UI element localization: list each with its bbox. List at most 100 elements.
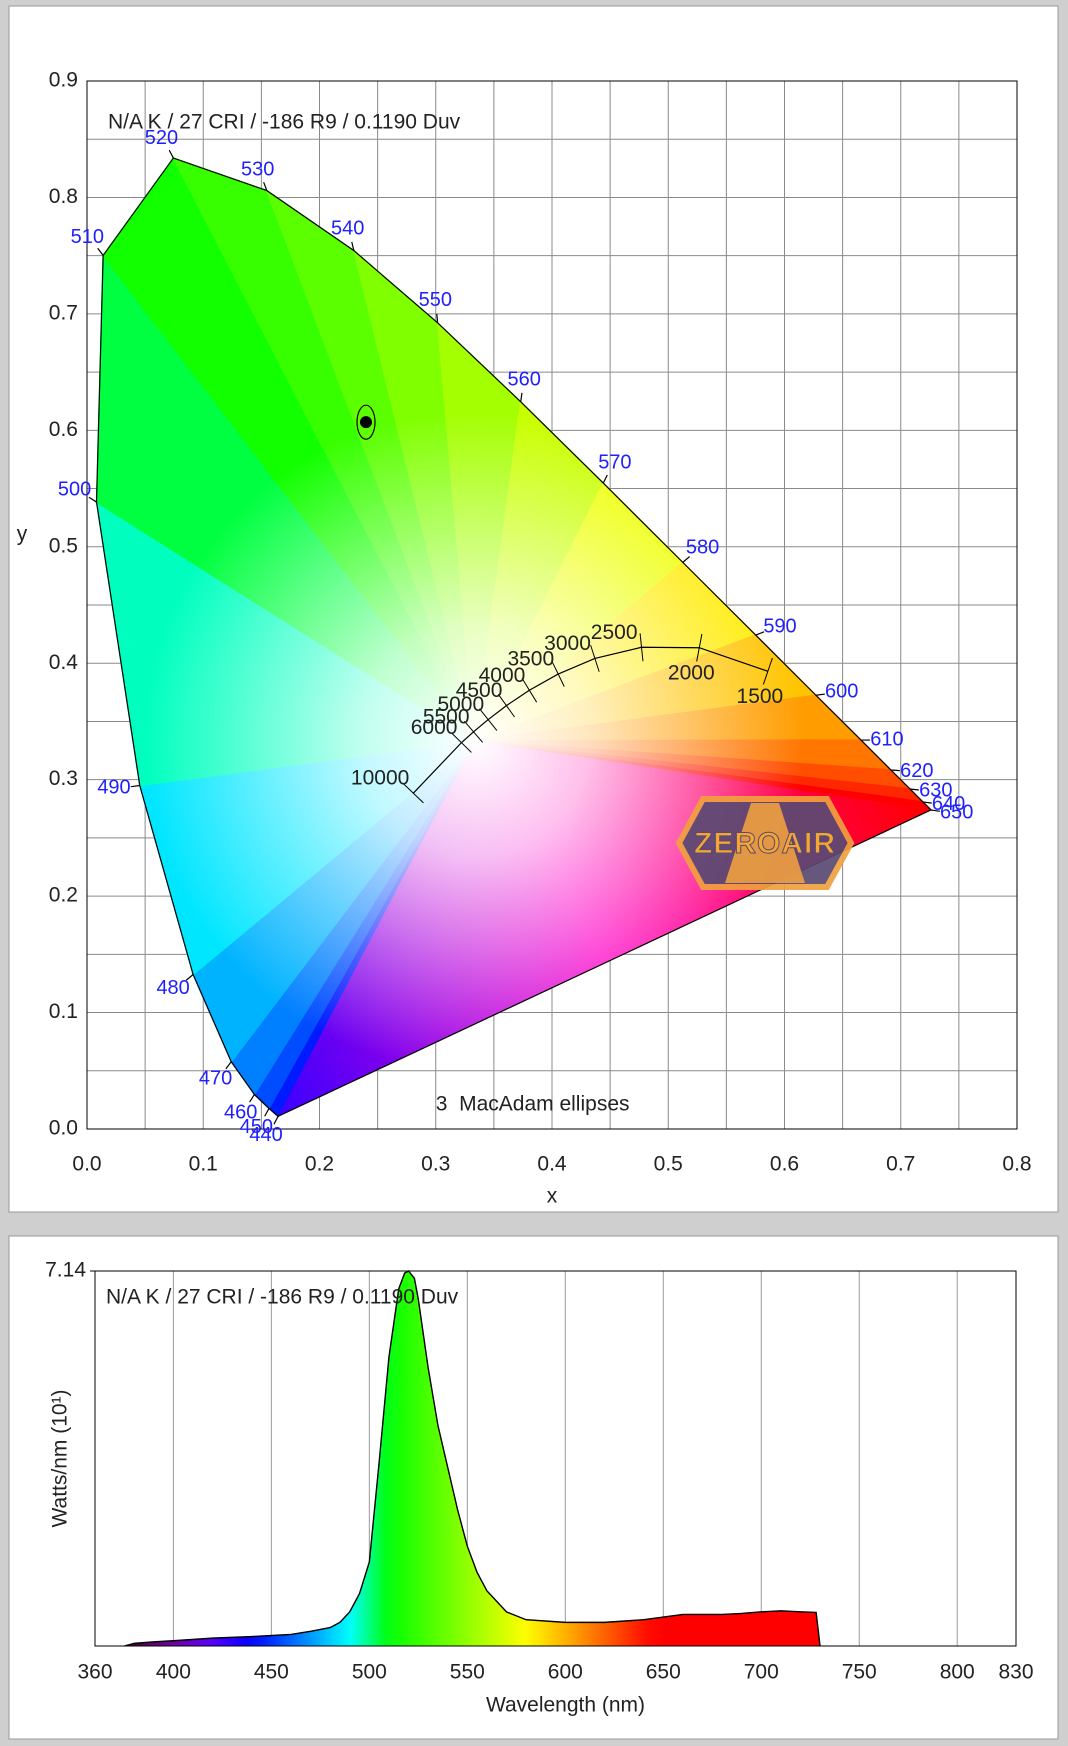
isotemperature-tick: [497, 693, 515, 718]
x-tick-label: 450: [254, 1661, 289, 1684]
y-tick-label: 0.5: [49, 534, 78, 557]
plot-frame: [94, 1270, 1017, 1647]
x-axis-label: Wavelength (nm): [486, 1694, 645, 1717]
spectrum-panel: [8, 1235, 1059, 1740]
y-tick-label: 0.9: [49, 69, 78, 92]
x-tick-label: 600: [548, 1661, 583, 1684]
cct-label: 10000: [351, 767, 409, 790]
y-tick-label: 0.8: [49, 185, 78, 208]
y-axis-label: Watts/nm (10¹): [49, 1389, 72, 1527]
spectrum-fill: [124, 1271, 821, 1646]
x-tick-label: 360: [77, 1661, 112, 1684]
isotemperature-tick: [696, 633, 703, 662]
y-axis-label: y: [17, 523, 28, 546]
annotation: N/A K / 27 CRI / -186 R9 / 0.1190 Duv: [108, 111, 461, 134]
locus-tick: [602, 474, 608, 484]
wavelength-label: 530: [241, 158, 274, 180]
y-tick-label: 0.6: [49, 418, 78, 441]
y-tick-label: 0.2: [49, 884, 78, 907]
isotemperature-tick: [762, 657, 773, 685]
locus-tick: [273, 1116, 279, 1125]
wavelength-label: 550: [419, 289, 452, 311]
isotemperature-tick: [464, 720, 484, 743]
isotemperature-tick: [451, 732, 472, 753]
watermark-text: ZEROAIR: [694, 827, 836, 860]
locus-tick: [130, 784, 140, 788]
wavelength-label: 570: [598, 452, 631, 474]
cct-label: 4000: [479, 664, 526, 687]
y-tick-label: 0.0: [49, 1117, 78, 1140]
locus-tick: [755, 631, 765, 636]
wavelength-label: 510: [71, 226, 104, 248]
locus-tick: [263, 181, 268, 191]
isotemperature-tick: [639, 633, 644, 662]
cct-label: 3500: [507, 648, 554, 671]
locus-tick: [909, 788, 919, 791]
locus-tick: [815, 693, 825, 696]
locus-tick: [436, 313, 439, 323]
locus-tick: [922, 801, 932, 804]
wavelength-label: 590: [763, 616, 796, 638]
x-tick-label: 0.8: [1002, 1153, 1031, 1176]
locus-tick: [351, 241, 355, 251]
locus-tick: [890, 769, 900, 772]
x-tick-label: 0.4: [537, 1153, 567, 1176]
wavelength-label: 460: [224, 1101, 257, 1123]
x-tick-label: 700: [744, 1661, 779, 1684]
locus-tick: [88, 496, 97, 503]
wavelength-label: 540: [331, 218, 364, 240]
cct-label: 2500: [591, 621, 638, 644]
measured-point: [360, 416, 372, 429]
wavelength-label: 620: [900, 760, 933, 782]
x-tick-label: 800: [940, 1661, 975, 1684]
x-tick-label: 750: [842, 1661, 877, 1684]
locus-tick: [97, 247, 104, 256]
wavelength-label: 600: [825, 681, 858, 703]
locus-tick: [249, 1094, 255, 1103]
macadam-ellipse: [356, 404, 376, 440]
cct-label: 4500: [456, 679, 503, 702]
x-tick-label: 0.0: [72, 1153, 101, 1176]
y-tick-label: 7.14: [45, 1259, 86, 1282]
isotemperature-tick: [402, 783, 424, 804]
wavelength-label: 630: [919, 780, 952, 802]
y-tick-label: 0.3: [49, 767, 78, 790]
wavelength-label: 500: [58, 479, 91, 501]
x-tick-label: 0.5: [654, 1153, 683, 1176]
x-tick-label: 0.1: [189, 1153, 218, 1176]
locus-tick: [520, 392, 523, 402]
cct-label: 5500: [423, 705, 470, 728]
wavelength-label: 650: [940, 802, 973, 824]
locus-tick: [168, 149, 174, 159]
wavelength-label: 640: [932, 793, 965, 815]
locus-tick: [264, 1108, 270, 1117]
plot-frame: [86, 80, 1018, 1130]
watermark-logo: ZEROAIR: [675, 796, 855, 890]
cct-label: 6000: [411, 716, 458, 739]
x-tick-label: 0.3: [421, 1153, 450, 1176]
x-tick-label: 830: [998, 1661, 1033, 1684]
y-tick-label: 0.4: [49, 651, 79, 674]
wavelength-label: 490: [97, 777, 130, 799]
y-tick-label: 0.1: [49, 1000, 78, 1023]
isotemperature-tick: [590, 644, 600, 672]
annotation: N/A K / 27 CRI / -186 R9 / 0.1190 Duv: [106, 1286, 459, 1309]
wavelength-label: 580: [686, 536, 719, 558]
x-tick-label: 0.7: [886, 1153, 915, 1176]
x-axis-label: x: [547, 1185, 558, 1208]
x-tick-label: 550: [450, 1661, 485, 1684]
x-tick-label: 0.6: [770, 1153, 799, 1176]
locus-tick: [185, 974, 194, 981]
x-tick-label: 0.2: [305, 1153, 334, 1176]
cct-label: 2000: [668, 661, 715, 684]
wavelength-label: 470: [199, 1068, 232, 1090]
x-tick-label: 650: [646, 1661, 681, 1684]
locus-tick: [682, 556, 691, 563]
cct-label: 1500: [737, 685, 784, 708]
locus-tick: [225, 1061, 232, 1070]
isotemperature-tick: [551, 661, 565, 687]
y-tick-label: 0.7: [49, 301, 78, 324]
locus-tick: [930, 809, 940, 812]
x-tick-label: 400: [156, 1661, 191, 1684]
